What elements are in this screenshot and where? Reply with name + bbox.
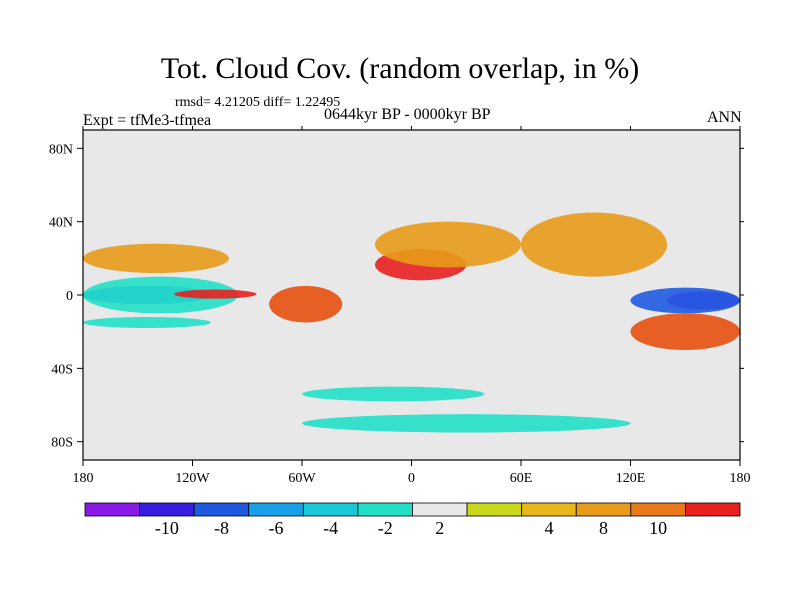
x-tick-label: 120E <box>616 471 646 486</box>
colorbar-label: -6 <box>269 518 284 538</box>
y-tick-label: 40N <box>49 216 73 231</box>
x-tick-label: 60W <box>288 471 316 486</box>
colorbar-label: 4 <box>544 518 553 538</box>
anomaly-sahara-mediterranean-warm <box>375 221 521 268</box>
season-label: ANN <box>707 109 742 126</box>
y-tick-label: 80N <box>49 142 73 157</box>
colorbar-label: -2 <box>378 518 393 538</box>
colorbar-label: 2 <box>435 518 444 538</box>
colorbar-swatch <box>302 502 359 517</box>
colorbar-swatch <box>193 502 250 517</box>
x-tick-label: 180 <box>73 471 94 486</box>
colorbar-swatch <box>412 502 468 517</box>
anomaly-australia-warm <box>630 313 740 350</box>
x-tick-label: 0 <box>408 471 415 486</box>
y-tick-label: 40S <box>51 362 73 377</box>
colorbar-swatch <box>357 502 413 517</box>
colorbar-label: -10 <box>155 518 179 538</box>
stats-text: rmsd= 4.21205 diff= 1.22495 <box>175 95 341 110</box>
colorbar-label: -4 <box>323 518 338 538</box>
experiment-label: Expt = tfMe3-tfmea <box>83 112 212 129</box>
anomaly-antarctic-cool <box>302 414 631 433</box>
anomaly-south-america-warm <box>269 285 343 323</box>
colorbar-swatch <box>630 502 686 517</box>
colorbar-swatch <box>466 502 523 517</box>
colorbar-swatch <box>248 502 304 517</box>
colorbar-label: -8 <box>214 518 229 538</box>
anomaly-southern-ocean-cool <box>302 386 485 402</box>
colorbar-label: 10 <box>649 518 667 538</box>
colorbar-swatch <box>575 502 632 517</box>
anomaly-pacific-cool-tongue <box>83 276 239 314</box>
x-tick-label: 60E <box>510 471 533 486</box>
anomaly-north-pacific-warm-band <box>83 243 229 273</box>
y-tick-label: 0 <box>66 289 73 304</box>
y-tick-label: 80S <box>51 436 73 451</box>
x-tick-label: 180 <box>730 471 751 486</box>
chart-title: Tot. Cloud Cov. (random overlap, in %) <box>160 52 640 85</box>
anomaly-south-pacific-cool-band <box>83 317 211 328</box>
anomaly-asia-warm <box>521 212 667 277</box>
colorbar-swatch <box>84 502 140 517</box>
colorbar-label: 8 <box>599 518 608 538</box>
period-label: 0644kyr BP - 0000kyr BP <box>324 106 491 123</box>
colorbar-swatch <box>685 502 741 517</box>
x-tick-label: 120W <box>175 471 210 486</box>
colorbar-swatch <box>139 502 195 517</box>
colorbar-swatch <box>521 502 577 517</box>
anomaly-west-pacific-negative-band <box>630 287 740 314</box>
anomaly-east-pacific-warm-core <box>174 289 257 299</box>
